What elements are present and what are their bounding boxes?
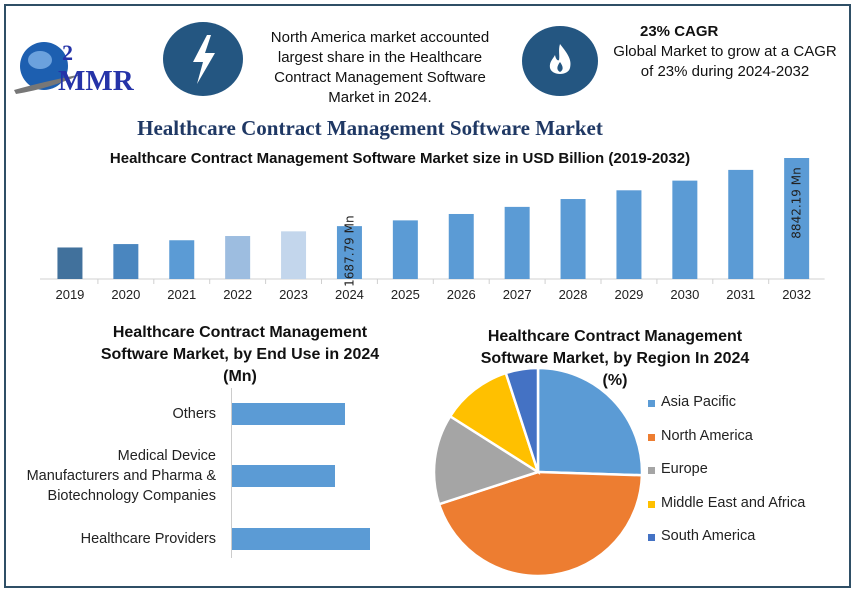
data-label: 8842.19 Mn (790, 167, 804, 238)
cagr-heading: 23% CAGR (640, 23, 719, 40)
region-chart-title: Healthcare Contract Management Software … (455, 326, 775, 392)
x-tick-label: 2031 (726, 287, 755, 302)
main-title: Healthcare Contract Management Software … (137, 116, 603, 140)
x-tick-label: 2020 (111, 287, 140, 302)
x-tick-label: 2024 (335, 287, 364, 302)
pie-slice-middle-east-and-africa (448, 371, 541, 475)
legend-item: South America (648, 528, 805, 562)
x-tick-label: 2026 (447, 287, 476, 302)
label-line: Manufacturers and Pharma & (26, 468, 216, 484)
label-line: Medical Device (117, 448, 216, 464)
x-tick-label: 2028 (559, 287, 588, 302)
category-label: Healthcare Providers (0, 529, 216, 549)
x-tick-label: 2023 (279, 287, 308, 302)
legend-swatch (648, 534, 655, 541)
legend-item: North America (648, 428, 805, 462)
legend-label: South America (661, 528, 756, 544)
category-label: Others (0, 404, 216, 424)
bar-2030 (672, 180, 698, 279)
end-use-chart-title: Healthcare Contract Management Software … (70, 322, 410, 388)
highlight-line: Contract Management Software (274, 69, 486, 86)
pie-legend: Asia Pacific North America Europe Middle Ea… (648, 394, 805, 562)
bar-2 (232, 528, 370, 550)
bar-2031 (728, 169, 754, 279)
title-line: (%) (602, 372, 628, 389)
highlight-line: Market in 2024. (328, 89, 432, 106)
highlight-line: of 23% during 2024-2032 (640, 63, 810, 80)
legend-item: Middle East and Africa (648, 495, 805, 529)
category-label: Medical Device Manufacturers and Pharma &… (0, 446, 216, 506)
bar-2028 (560, 199, 586, 279)
x-tick-label: 2029 (614, 287, 643, 302)
pie-slice-south-america (504, 366, 540, 473)
legend-swatch (648, 467, 655, 474)
legend-label: Middle East and Africa (661, 494, 806, 511)
region-pie-chart (432, 366, 644, 578)
x-tick-label: 2021 (167, 287, 196, 302)
title-line: Healthcare Contract Management (112, 324, 368, 341)
north-america-highlight: North America market accounted largest s… (250, 28, 510, 108)
title-line: Software Market, by End Use in 2024 (100, 346, 380, 363)
legend-swatch (648, 500, 655, 508)
svg-text:MMR: MMR (58, 65, 135, 97)
cagr-highlight: 23% CAGR Global Market to grow at a CAGR… (600, 22, 850, 82)
highlight-line: North America market accounted (270, 29, 490, 46)
bar-2032 (784, 158, 810, 279)
x-tick-label: 2025 (391, 287, 420, 302)
frame-border (4, 4, 851, 588)
legend-item: Asia Pacific (648, 394, 805, 428)
bar-2025 (392, 220, 418, 279)
legend-label: Asia Pacific (661, 394, 736, 410)
label-line: Others (172, 406, 216, 422)
bar-0 (232, 403, 345, 425)
bar-2027 (504, 206, 530, 279)
x-tick-label: 2019 (55, 287, 84, 302)
x-tick-label: 2022 (223, 287, 252, 302)
bar-2024 (336, 226, 362, 279)
bar-2020 (113, 244, 139, 279)
y-axis (231, 388, 232, 558)
bar-2026 (448, 213, 474, 279)
bar-2019 (57, 247, 83, 279)
svg-text:2: 2 (62, 40, 73, 65)
title-line: Software Market, by Region In 2024 (480, 350, 750, 367)
legend-label: Europe (661, 461, 708, 477)
legend-swatch (648, 433, 655, 441)
bar-2021 (169, 240, 195, 279)
highlight-line: largest share in the Healthcare (277, 49, 483, 66)
highlight-line: Global Market to grow at a CAGR (613, 43, 837, 60)
bar-2022 (225, 236, 251, 279)
x-tick-label: 2030 (670, 287, 699, 302)
label-line: Biotechnology Companies (47, 488, 216, 504)
label-line: Healthcare Providers (80, 531, 216, 547)
lightning-icon (163, 22, 243, 96)
pie-slice-north-america (437, 470, 644, 578)
legend-swatch (648, 400, 655, 407)
pie-slice-asia-pacific (536, 366, 644, 477)
data-label: 1687.79 Mn (342, 215, 356, 286)
bar-chart-title: Healthcare Contract Management Software … (109, 150, 691, 167)
mmr-logo: 2 MMR (12, 38, 157, 98)
bar-1 (232, 465, 335, 487)
legend-item: Europe (648, 461, 805, 495)
flame-icon (522, 26, 598, 96)
legend-label: North America (661, 427, 753, 444)
x-tick-label: 2032 (782, 287, 811, 302)
x-tick-label: 2027 (503, 287, 532, 302)
title-line: Healthcare Contract Management (487, 328, 743, 345)
pie-slice-europe (432, 414, 541, 506)
bar-2023 (281, 231, 307, 279)
title-line: (Mn) (223, 368, 257, 385)
bar-2029 (616, 190, 642, 279)
